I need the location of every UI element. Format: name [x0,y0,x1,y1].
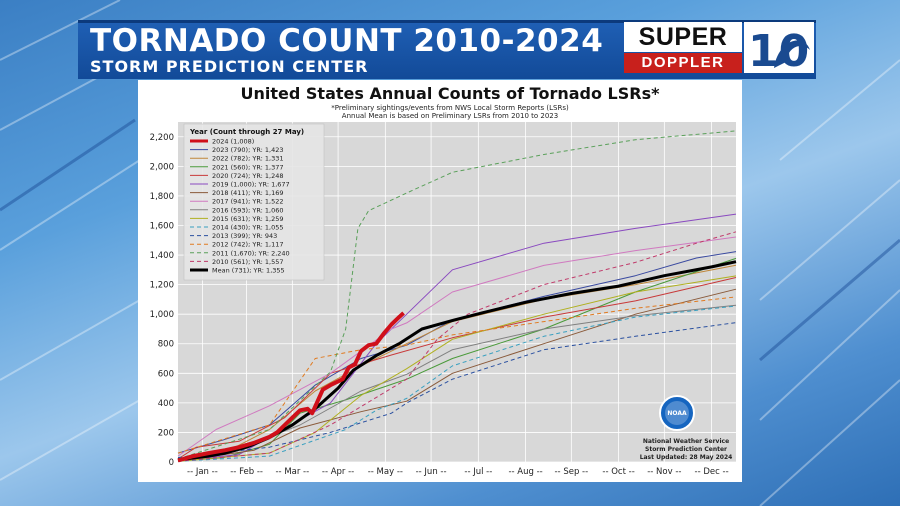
chart-title: United States Annual Counts of Tornado L… [241,84,661,103]
y-tick-label: 800 [158,340,174,350]
credit-line-1: National Weather Service [643,438,729,445]
credit-line-3: Last Updated: 28 May 2024 [640,454,733,461]
wave-shape [774,40,810,68]
logo-super-text: SUPER [624,22,742,52]
x-tick-label: -- Oct -- [602,467,634,477]
x-tick-label: -- Nov -- [647,467,681,477]
x-tick-label: -- Feb -- [230,467,263,477]
legend-label: 2014 (430); YR: 1,055 [212,224,284,232]
legend-label: 2017 (941); YR: 1,522 [212,198,284,206]
x-tick-label: -- Jun -- [416,467,447,477]
chart-card: United States Annual Counts of Tornado L… [138,80,742,482]
y-tick-label: 400 [158,399,174,409]
legend-label: 2019 (1,000); YR: 1,677 [212,181,290,189]
series-line [177,288,737,462]
legend-label: 2016 (593); YR: 1,060 [212,206,284,214]
noaa-badge: NOAA [659,395,695,431]
y-tick-label: 1,600 [150,221,174,231]
logo-10-mark: 10 [744,22,814,77]
legend-label: 2015 (631); YR: 1,259 [212,215,284,223]
y-tick-label: 2,200 [150,133,174,143]
series-line [177,311,405,463]
x-tick-label: -- Dec -- [695,467,729,477]
station-logo: SUPER DOPPLER 10 [624,22,814,77]
chart-subtitle-2: Annual Mean is based on Preliminary LSRs… [342,112,558,120]
banner-subtitle: STORM PREDICTION CENTER [90,57,369,76]
legend-label: 2020 (724); YR: 1,248 [212,172,284,180]
chart-subtitle-1: *Preliminary sightings/events from NWS L… [331,104,569,112]
y-tick-label: 1,000 [150,310,174,320]
legend-label: Mean (731); YR: 1,355 [212,267,285,275]
series-line [177,130,737,460]
series-line [177,231,737,462]
series-line [177,305,737,462]
legend: Year (Count through 27 May) 2024 (1,008)… [183,123,325,281]
tornado-chart: United States Annual Counts of Tornado L… [150,84,737,477]
y-tick-label: 1,800 [150,192,174,202]
y-tick-label: 600 [158,369,174,379]
y-tick-label: 0 [169,458,174,468]
credit-line-2: Storm Prediction Center [645,446,727,453]
legend-label: 2011 (1,670); YR: 2,240 [212,249,290,257]
y-tick-label: 1,400 [150,251,174,261]
logo-number: 10 [748,26,809,73]
series-line [177,296,737,454]
legend-title: Year (Count through 27 May) [189,128,304,136]
y-tick-label: 200 [158,428,174,438]
noaa-logo-inner [665,401,689,425]
x-tick-label: -- Aug -- [508,467,542,477]
legend-label: 2023 (790); YR: 1,423 [212,146,284,154]
wave-10-icon: 10 [748,26,810,77]
series-lines [177,130,737,463]
legend-label: 2022 (782); YR: 1,331 [212,155,284,163]
legend-label: 2013 (399); YR: 943 [212,232,277,240]
y-tick-label: 1,200 [150,281,174,291]
noaa-logo-icon [659,395,695,431]
x-tick-label: -- Jul -- [464,467,492,477]
noaa-logo-text: NOAA [667,410,687,417]
y-axis-ticks: 0 200 400 600 800 1,000 1,200 1,400 1,600 1,800 2,… [150,133,174,468]
x-tick-label: -- Jan -- [187,467,218,477]
x-tick-label: -- Sep -- [554,467,588,477]
legend-label: 2012 (742); YR: 1,117 [212,241,284,249]
x-tick-label: -- Apr -- [322,467,354,477]
x-tick-label: -- Mar -- [275,467,309,477]
logo-doppler-text: DOPPLER [624,53,742,73]
series-line [177,236,737,457]
x-tick-label: -- May -- [368,467,403,477]
legend-label: 2021 (560); YR: 1,377 [212,163,284,171]
banner-title: TORNADO COUNT 2010-2024 [90,23,604,59]
legend-label: 2024 (1,008) [212,138,254,146]
y-tick-label: 2,000 [150,162,174,172]
x-axis-ticks: -- Jan -- -- Feb -- -- Mar -- -- Apr -- -- M… [187,467,729,477]
legend-label: 2018 (411); YR: 1,169 [212,189,284,197]
series-line [177,322,737,459]
legend-label: 2010 (561); YR: 1,557 [212,258,284,266]
